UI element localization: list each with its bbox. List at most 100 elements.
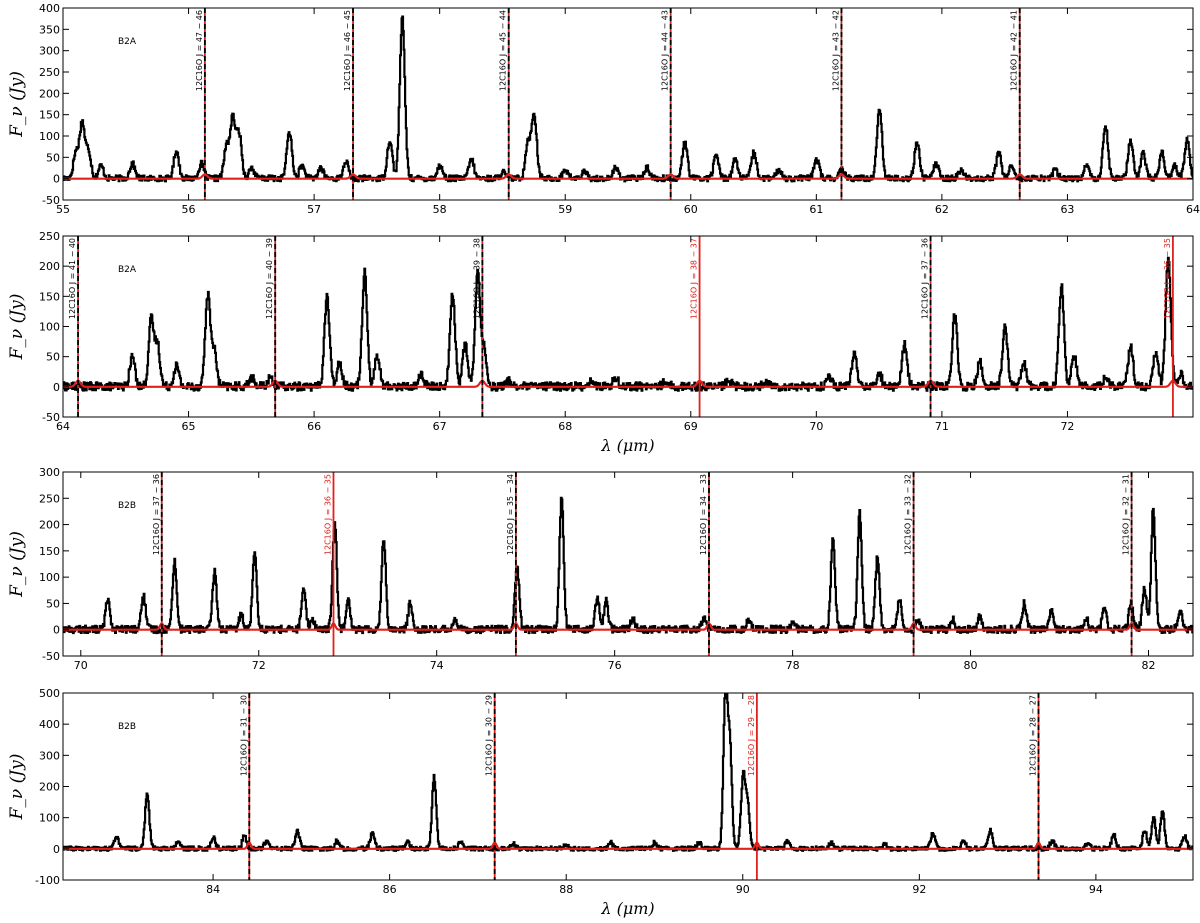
x-tick-label: 72 — [1060, 420, 1074, 433]
line-label: 12C16O J = 35 − 34 — [506, 474, 515, 555]
x-tick-label: 90 — [736, 883, 750, 896]
y-tick-label: -50 — [42, 650, 60, 663]
line-label: 12C16O J = 37 − 36 — [921, 238, 930, 319]
x-tick-label: 60 — [684, 203, 698, 216]
y-axis-label: F_ν (Jy) — [7, 294, 27, 361]
y-tick-label: 300 — [39, 45, 60, 58]
line-label: 12C16O J = 39 − 38 — [472, 238, 481, 319]
x-tick-label: 65 — [182, 420, 196, 433]
y-tick-label: -50 — [42, 194, 60, 207]
y-tick-label: 50 — [46, 597, 60, 610]
x-tick-label: 62 — [935, 203, 949, 216]
line-label: 12C16O J = 40 − 39 — [265, 238, 274, 319]
x-tick-label: 69 — [684, 420, 698, 433]
model-spectrum — [63, 622, 1193, 631]
y-tick-label: 200 — [39, 260, 60, 273]
model-spectrum — [63, 173, 1193, 180]
y-tick-label: 0 — [53, 381, 60, 394]
y-tick-label: 100 — [39, 812, 60, 825]
line-label: 12C16O J = 43 − 42 — [831, 10, 840, 91]
band-label: B2A — [118, 37, 137, 47]
y-tick-label: 300 — [39, 466, 60, 479]
plot-frame — [62, 7, 1194, 201]
x-tick-label: 59 — [558, 203, 572, 216]
y-tick-label: 500 — [39, 687, 60, 700]
x-tick-label: 66 — [307, 420, 321, 433]
x-tick-label: 78 — [786, 659, 800, 672]
y-axis-label: F_ν (Jy) — [7, 71, 27, 138]
line-label: 12C16O J = 37 − 36 — [152, 474, 161, 555]
x-tick-label: 72 — [252, 659, 266, 672]
line-label: 12C16O J = 36 − 35 — [1163, 238, 1172, 319]
x-axis-label: λ (μm) — [600, 899, 654, 918]
y-tick-label: 250 — [39, 66, 60, 79]
y-tick-label: 250 — [39, 230, 60, 243]
x-tick-label: 86 — [383, 883, 397, 896]
band-label: B2A — [118, 265, 137, 275]
x-tick-label: 56 — [182, 203, 196, 216]
line-label: 12C16O J = 36 − 35 — [323, 474, 332, 555]
observed-spectrum — [63, 15, 1193, 183]
y-tick-label: 250 — [39, 492, 60, 505]
y-tick-label: 100 — [39, 321, 60, 334]
line-label: 12C16O J = 45 − 44 — [499, 10, 508, 91]
line-label: 12C16O J = 41 − 40 — [68, 238, 77, 319]
y-tick-label: 0 — [53, 843, 60, 856]
y-tick-label: 300 — [39, 749, 60, 762]
y-tick-label: 200 — [39, 781, 60, 794]
line-label: 12C16O J = 44 − 43 — [661, 10, 670, 91]
x-tick-label: 63 — [1060, 203, 1074, 216]
y-tick-label: 400 — [39, 2, 60, 15]
x-tick-label: 70 — [809, 420, 823, 433]
y-tick-label: -100 — [35, 874, 60, 887]
x-tick-label: 68 — [558, 420, 572, 433]
y-tick-label: 150 — [39, 109, 60, 122]
line-label: 12C16O J = 33 − 32 — [904, 474, 913, 555]
spectrum-panel-2: 12C16O J = 41 − 40 12C16O J = 40 − 39 12C1… — [7, 230, 1194, 455]
y-tick-label: 200 — [39, 519, 60, 532]
line-label: 12C16O J = 42 − 41 — [1010, 10, 1019, 91]
y-tick-label: 0 — [53, 624, 60, 637]
line-label: 12C16O J = 46 − 45 — [343, 10, 352, 91]
y-tick-label: 150 — [39, 290, 60, 303]
observed-spectrum — [63, 256, 1193, 392]
line-label: 12C16O J = 28 − 27 — [1029, 695, 1038, 776]
x-tick-label: 84 — [206, 883, 220, 896]
y-tick-label: 100 — [39, 130, 60, 143]
x-tick-label: 92 — [912, 883, 926, 896]
x-tick-label: 80 — [964, 659, 978, 672]
spectrum-panel-1: 12C16O J = 47 − 46 12C16O J = 46 − 45 12C1… — [7, 2, 1200, 216]
spectrum-panel-4: 12C16O J = 31 − 30 12C16O J = 30 − 29 12C1… — [7, 687, 1194, 918]
x-tick-label: 76 — [608, 659, 622, 672]
model-spectrum — [63, 379, 1193, 388]
x-tick-label: 71 — [935, 420, 949, 433]
x-tick-label: 88 — [559, 883, 573, 896]
x-tick-label: 82 — [1142, 659, 1156, 672]
band-label: B2B — [118, 722, 136, 732]
observed-spectrum — [63, 496, 1193, 635]
x-axis-label: λ (μm) — [600, 436, 654, 455]
x-tick-label: 55 — [56, 203, 70, 216]
line-label: 12C16O J = 38 − 37 — [690, 238, 699, 319]
y-tick-label: 200 — [39, 87, 60, 100]
line-label: 12C16O J = 30 − 29 — [485, 695, 494, 776]
y-tick-label: 0 — [53, 173, 60, 186]
model-spectrum — [63, 841, 1193, 850]
x-tick-label: 57 — [307, 203, 321, 216]
y-tick-label: 100 — [39, 571, 60, 584]
line-label: 12C16O J = 32 − 31 — [1122, 474, 1131, 555]
y-tick-label: 50 — [46, 151, 60, 164]
y-axis-label: F_ν (Jy) — [7, 531, 27, 598]
x-tick-label: 61 — [809, 203, 823, 216]
spectrum-panel-3: 12C16O J = 37 − 36 12C16O J = 36 − 35 12C1… — [7, 466, 1194, 672]
band-label: B2B — [118, 501, 136, 511]
x-tick-label: 74 — [430, 659, 444, 672]
x-tick-label: 67 — [433, 420, 447, 433]
y-tick-label: -50 — [42, 411, 60, 424]
plot-frame — [62, 692, 1194, 881]
line-label: 12C16O J = 31 − 30 — [239, 695, 248, 776]
y-axis-label: F_ν (Jy) — [7, 754, 27, 821]
y-tick-label: 50 — [46, 351, 60, 364]
observed-spectrum — [63, 693, 1193, 852]
